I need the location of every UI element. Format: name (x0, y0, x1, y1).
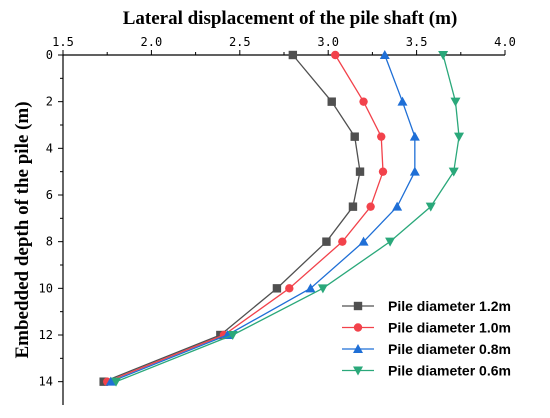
data-point (327, 97, 336, 106)
y-tick-label: 10 (39, 281, 53, 295)
x-tick-label: 2.5 (229, 35, 251, 49)
y-tick-label: 6 (46, 188, 53, 202)
chart-title: Lateral displacement of the pile shaft (… (123, 8, 458, 29)
data-point (385, 237, 396, 247)
y-tick-label: 0 (46, 48, 53, 62)
legend: Pile diameter 1.2m Pile diameter 1.0m Pile… (342, 298, 511, 379)
x-axis: 1.5 2.0 2.5 3.0 3.5 4.0 (52, 35, 516, 56)
data-point (105, 376, 116, 386)
data-point (450, 97, 461, 107)
data-point (305, 283, 316, 293)
legend-item: Pile diameter 0.8m (342, 341, 511, 357)
legend-marker (353, 301, 363, 311)
data-point (454, 132, 465, 142)
data-point (348, 202, 358, 211)
series-4 (111, 51, 465, 387)
data-point (366, 202, 375, 211)
data-point (111, 377, 122, 387)
data-point (331, 50, 340, 60)
data-point (322, 237, 331, 246)
series-1 (99, 50, 365, 386)
data-point (409, 131, 420, 141)
legend-item: Pile diameter 0.6m (342, 363, 511, 379)
data-point (448, 167, 459, 177)
data-point (272, 284, 282, 293)
legend-label: Pile diameter 0.8m (388, 341, 511, 357)
data-point (350, 132, 359, 141)
series-line (106, 54, 384, 383)
data-point (425, 202, 436, 212)
series-line (110, 54, 416, 383)
y-tick-label: 4 (46, 141, 53, 155)
data-point (392, 201, 403, 211)
legend-item: Pile diameter 1.0m (342, 320, 511, 336)
legend-marker (353, 323, 363, 332)
x-tick-label: 3.0 (317, 35, 339, 49)
series-layer (99, 50, 465, 387)
x-tick-label: 4.0 (494, 35, 516, 49)
y-tick-label: 14 (39, 375, 53, 389)
data-point (377, 132, 386, 141)
data-point (358, 236, 369, 246)
legend-label: Pile diameter 1.0m (388, 320, 511, 336)
data-point (227, 331, 238, 340)
x-tick-label: 1.5 (52, 35, 74, 49)
data-point (288, 50, 298, 60)
legend-label: Pile diameter 0.6m (388, 363, 511, 379)
data-point (397, 96, 408, 106)
series-3 (105, 50, 420, 386)
y-axis: 0 2 4 6 8 10 12 14 (39, 48, 64, 405)
data-point (438, 51, 449, 60)
legend-item: Pile diameter 1.2m (342, 298, 511, 314)
legend-label: Pile diameter 1.2m (388, 298, 511, 314)
data-point (409, 166, 420, 176)
y-tick-label: 2 (46, 95, 53, 109)
data-point (379, 50, 390, 59)
legend-marker (353, 366, 363, 376)
data-point (359, 97, 368, 106)
data-point (285, 284, 294, 293)
data-point (355, 167, 365, 176)
y-axis-label: Embedded depth of the pile (m) (12, 101, 33, 358)
x-tick-label: 2.0 (141, 35, 163, 49)
data-point (317, 284, 328, 294)
data-point (338, 237, 347, 246)
legend-marker (353, 344, 363, 353)
y-tick-label: 12 (39, 328, 53, 342)
x-tick-label: 3.5 (406, 35, 428, 49)
y-tick-label: 8 (46, 235, 53, 249)
data-point (378, 167, 388, 176)
